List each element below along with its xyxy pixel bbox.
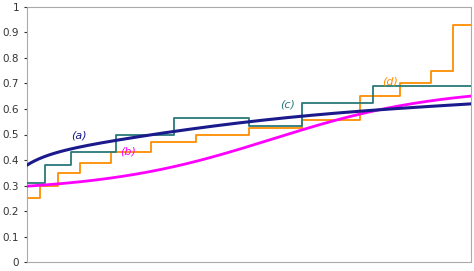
Text: (c): (c) <box>280 100 295 110</box>
Text: (d): (d) <box>383 77 398 87</box>
Text: (b): (b) <box>120 147 136 157</box>
Text: (a): (a) <box>72 130 87 140</box>
